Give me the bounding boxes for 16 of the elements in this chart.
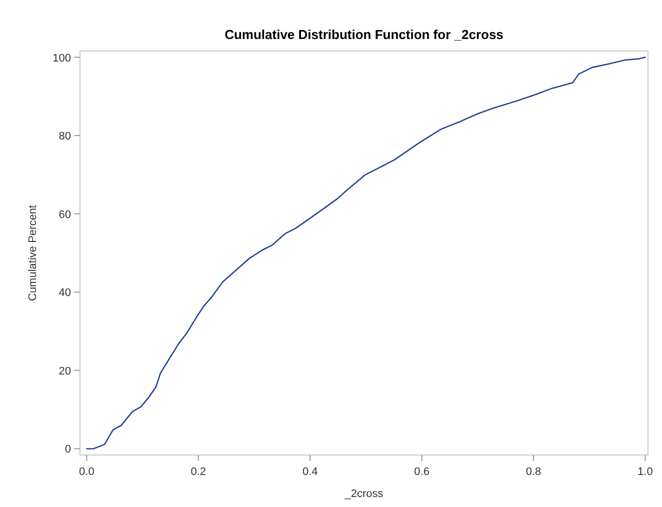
chart-title: Cumulative Distribution Function for _2cross xyxy=(224,27,504,42)
y-tick-label: 40 xyxy=(58,287,71,300)
x-axis-title: _2cross xyxy=(344,488,384,500)
y-tick-label: 20 xyxy=(58,365,71,378)
x-tick-label: 0.6 xyxy=(414,466,430,478)
x-tick-label: 0.2 xyxy=(190,466,206,478)
line-series xyxy=(86,56,646,450)
x-tick-label: 1.0 xyxy=(638,466,653,478)
y-tick-label: 100 xyxy=(52,52,71,64)
y-tick-label: 80 xyxy=(58,130,71,143)
x-tick-label: 0.0 xyxy=(79,466,94,478)
x-tick-label: 0.8 xyxy=(526,466,542,478)
y-tick-label: 60 xyxy=(58,208,71,221)
x-tick-label: 0.4 xyxy=(302,466,318,478)
y-tick-label: 0 xyxy=(64,444,71,456)
y-axis-title: Cumulative Percent xyxy=(27,205,39,301)
